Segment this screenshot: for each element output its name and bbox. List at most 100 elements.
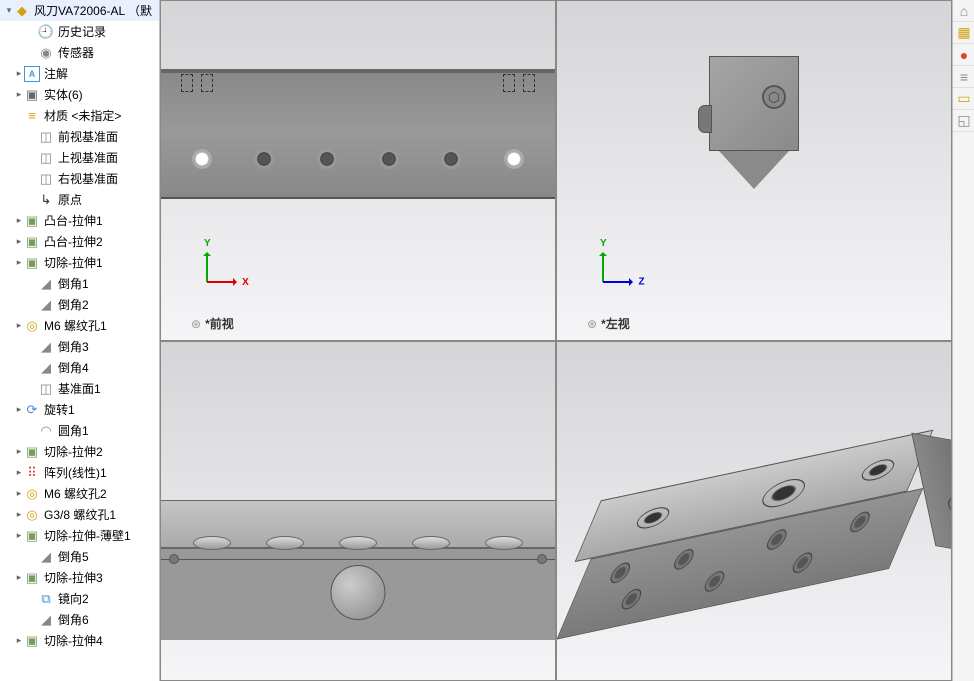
rev-icon: ⟳	[24, 402, 40, 418]
tree-item-label: M6 螺纹孔1	[44, 317, 107, 334]
tree-item[interactable]: ↳原点	[0, 189, 159, 210]
tree-item[interactable]: ◢倒角3	[0, 336, 159, 357]
chamfer-icon: ◢	[38, 549, 54, 565]
pane-iso[interactable]	[556, 341, 952, 681]
tree-item[interactable]: ◢倒角1	[0, 273, 159, 294]
toolbar-button[interactable]: ▭	[953, 88, 974, 110]
tree-item[interactable]: 🕘历史记录	[0, 21, 159, 42]
fillet-icon: ◠	[38, 423, 54, 439]
expand-icon[interactable]: ▸	[14, 467, 24, 478]
toolbar-button[interactable]: ◱	[953, 110, 974, 132]
tree-item-label: 凸台-拉伸1	[44, 212, 103, 229]
expand-icon[interactable]: ▸	[14, 236, 24, 247]
tree-item[interactable]: ▸▣切除-拉伸2	[0, 441, 159, 462]
expand-icon[interactable]: ▸	[14, 215, 24, 226]
expand-icon[interactable]: ▸	[14, 572, 24, 583]
tree-item-label: M6 螺纹孔2	[44, 485, 107, 502]
feat-icon: ▣	[24, 234, 40, 250]
tree-item[interactable]: ⧉镜向2	[0, 588, 159, 609]
tree-item[interactable]: ▸◎G3/8 螺纹孔1	[0, 504, 159, 525]
tree-item[interactable]: ≡材质 <未指定>	[0, 105, 159, 126]
pane-front[interactable]: Y X *前视	[160, 0, 556, 341]
part-icon: ◆	[14, 3, 30, 19]
tree-item-label: 倒角3	[58, 338, 89, 355]
sensor-icon: ◉	[38, 45, 54, 61]
body-icon: ▣	[24, 87, 40, 103]
expand-icon[interactable]: ▸	[14, 446, 24, 457]
hole-icon: ◎	[24, 507, 40, 523]
expand-icon[interactable]: ▸	[14, 320, 24, 331]
mirror-icon: ⧉	[38, 591, 54, 607]
pane-label-front: *前视	[191, 315, 234, 332]
expand-icon[interactable]: ▸	[14, 257, 24, 268]
tree-item[interactable]: ▸⟳旋转1	[0, 399, 159, 420]
tree-item-label: 传感器	[58, 44, 94, 61]
tree-item-label: 上视基准面	[58, 149, 118, 166]
ann-icon: A	[24, 66, 40, 82]
tree-item[interactable]: ▸▣凸台-拉伸1	[0, 210, 159, 231]
tree-item[interactable]: ▸▣切除-拉伸-薄壁1	[0, 525, 159, 546]
tree-item[interactable]: ◢倒角6	[0, 609, 159, 630]
tree-root[interactable]: ▾ ◆ 风刀VA72006-AL （默	[0, 0, 159, 21]
tree-item-label: 圆角1	[58, 422, 89, 439]
expand-icon[interactable]: ▸	[14, 530, 24, 541]
tree-item[interactable]: ◠圆角1	[0, 420, 159, 441]
tree-item[interactable]: ▸⠿阵列(线性)1	[0, 462, 159, 483]
tree-item[interactable]: ▸▣实体(6)	[0, 84, 159, 105]
tree-item[interactable]: ◢倒角5	[0, 546, 159, 567]
left-part-render	[699, 56, 809, 191]
tree-item[interactable]: ◫基准面1	[0, 378, 159, 399]
feat-icon: ▣	[24, 213, 40, 229]
expand-icon[interactable]: ▾	[4, 5, 14, 16]
tree-item[interactable]: ◢倒角2	[0, 294, 159, 315]
tree-item-label: 原点	[58, 191, 82, 208]
tree-item-label: 倒角1	[58, 275, 89, 292]
tree-item-label: 实体(6)	[44, 86, 83, 103]
expand-icon[interactable]: ▸	[14, 488, 24, 499]
triad-left: Y Z	[592, 242, 642, 292]
pane-top[interactable]	[160, 341, 556, 681]
triad-front: Y X	[196, 242, 246, 292]
tree-item[interactable]: ◉传感器	[0, 42, 159, 63]
tree-item[interactable]: ◢倒角4	[0, 357, 159, 378]
pane-label-left: *左视	[587, 315, 630, 332]
tree-item[interactable]: ▸▣切除-拉伸3	[0, 567, 159, 588]
tree-item-label: G3/8 螺纹孔1	[44, 506, 116, 523]
toolbar-button[interactable]: ●	[953, 44, 974, 66]
expand-icon[interactable]: ▸	[14, 68, 24, 79]
tree-item[interactable]: ◫右视基准面	[0, 168, 159, 189]
expand-icon[interactable]: ▸	[14, 635, 24, 646]
right-toolbar: ⌂▦●≡▭◱	[952, 0, 974, 681]
chamfer-icon: ◢	[38, 276, 54, 292]
tree-item[interactable]: ▸▣切除-拉伸1	[0, 252, 159, 273]
pane-left[interactable]: Y Z *左视	[556, 0, 952, 341]
plane-icon: ◫	[38, 150, 54, 166]
origin-icon: ↳	[38, 192, 54, 208]
tree-item-label: 前视基准面	[58, 128, 118, 145]
tree-item-label: 切除-拉伸3	[44, 569, 103, 586]
feature-tree[interactable]: ▾ ◆ 风刀VA72006-AL （默 🕘历史记录◉传感器▸A注解▸▣实体(6)…	[0, 0, 160, 681]
viewport[interactable]: Y X *前视 Y Z *左视	[160, 0, 952, 681]
root-label: 风刀VA72006-AL （默	[34, 2, 152, 19]
toolbar-button[interactable]: ≡	[953, 66, 974, 88]
tree-item-label: 旋转1	[44, 401, 75, 418]
expand-icon[interactable]: ▸	[14, 509, 24, 520]
feat-icon: ▣	[24, 633, 40, 649]
tree-item[interactable]: ▸◎M6 螺纹孔2	[0, 483, 159, 504]
tree-item-label: 切除-拉伸1	[44, 254, 103, 271]
expand-icon[interactable]: ▸	[14, 89, 24, 100]
plane-icon: ◫	[38, 129, 54, 145]
expand-icon[interactable]: ▸	[14, 404, 24, 415]
tree-item[interactable]: ▸▣凸台-拉伸2	[0, 231, 159, 252]
toolbar-button[interactable]: ▦	[953, 22, 974, 44]
tree-item[interactable]: ▸▣切除-拉伸4	[0, 630, 159, 651]
tree-item-label: 右视基准面	[58, 170, 118, 187]
tree-item[interactable]: ◫上视基准面	[0, 147, 159, 168]
plane-icon: ◫	[38, 381, 54, 397]
tree-item[interactable]: ▸A注解	[0, 63, 159, 84]
tree-item[interactable]: ▸◎M6 螺纹孔1	[0, 315, 159, 336]
toolbar-button[interactable]: ⌂	[953, 0, 974, 22]
chamfer-icon: ◢	[38, 360, 54, 376]
tree-item[interactable]: ◫前视基准面	[0, 126, 159, 147]
tree-item-label: 注解	[44, 65, 68, 82]
